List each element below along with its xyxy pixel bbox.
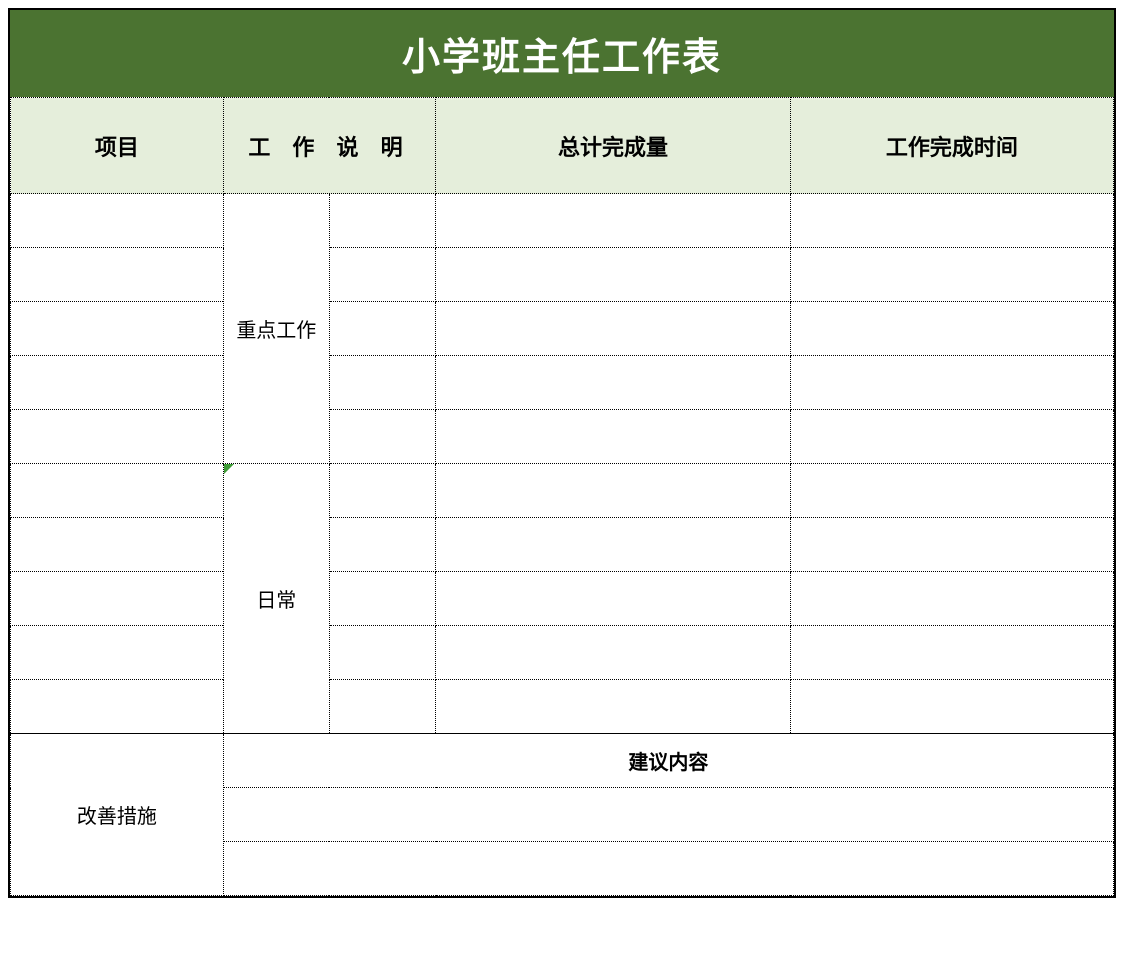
cell-project-9 (11, 626, 224, 680)
cell-time-9 (790, 626, 1113, 680)
worksheet-title: 小学班主任工作表 (10, 10, 1114, 97)
cell-project-1 (11, 194, 224, 248)
header-row: 项目 工 作 说 明 总计完成量 工作完成时间 (11, 98, 1114, 194)
improvement-content-2 (223, 842, 1113, 896)
cell-desc-8 (329, 572, 435, 626)
cell-time-5 (790, 410, 1113, 464)
cell-total-10 (436, 680, 790, 734)
keywork-row-5 (11, 410, 1114, 464)
cell-desc-2 (329, 248, 435, 302)
cell-total-5 (436, 410, 790, 464)
cell-project-3 (11, 302, 224, 356)
header-total: 总计完成量 (436, 98, 790, 194)
daily-row-2 (11, 518, 1114, 572)
cell-project-4 (11, 356, 224, 410)
cell-time-10 (790, 680, 1113, 734)
cell-time-4 (790, 356, 1113, 410)
cell-time-3 (790, 302, 1113, 356)
daily-label: 日常 (223, 464, 329, 734)
improvement-content-1 (223, 788, 1113, 842)
cell-total-8 (436, 572, 790, 626)
cell-time-6 (790, 464, 1113, 518)
worksheet-container: 小学班主任工作表 项目 工 作 说 明 总计完成量 工作完成时间 重点工作 (8, 8, 1116, 898)
daily-row-1: 日常 (11, 464, 1114, 518)
cell-time-8 (790, 572, 1113, 626)
cell-total-6 (436, 464, 790, 518)
cell-total-1 (436, 194, 790, 248)
cell-desc-1 (329, 194, 435, 248)
cell-desc-9 (329, 626, 435, 680)
cell-desc-7 (329, 518, 435, 572)
cell-desc-6 (329, 464, 435, 518)
cell-total-7 (436, 518, 790, 572)
daily-row-4 (11, 626, 1114, 680)
improvement-label: 改善措施 (11, 734, 224, 896)
cell-total-3 (436, 302, 790, 356)
suggestion-header: 建议内容 (223, 734, 1113, 788)
header-time: 工作完成时间 (790, 98, 1113, 194)
worksheet-table: 项目 工 作 说 明 总计完成量 工作完成时间 重点工作 (10, 97, 1114, 896)
keywork-row-1: 重点工作 (11, 194, 1114, 248)
cell-project-2 (11, 248, 224, 302)
cell-desc-4 (329, 356, 435, 410)
cell-time-7 (790, 518, 1113, 572)
cell-project-7 (11, 518, 224, 572)
daily-row-3 (11, 572, 1114, 626)
improvement-header-row: 改善措施 建议内容 (11, 734, 1114, 788)
cell-time-2 (790, 248, 1113, 302)
header-description: 工 作 说 明 (223, 98, 436, 194)
cell-total-2 (436, 248, 790, 302)
cell-project-10 (11, 680, 224, 734)
cell-desc-5 (329, 410, 435, 464)
cell-project-6 (11, 464, 224, 518)
cell-project-5 (11, 410, 224, 464)
header-project: 项目 (11, 98, 224, 194)
keywork-row-4 (11, 356, 1114, 410)
daily-row-5 (11, 680, 1114, 734)
keywork-row-2 (11, 248, 1114, 302)
cell-project-8 (11, 572, 224, 626)
cell-total-4 (436, 356, 790, 410)
cell-total-9 (436, 626, 790, 680)
keywork-label: 重点工作 (223, 194, 329, 464)
cell-desc-3 (329, 302, 435, 356)
cell-desc-10 (329, 680, 435, 734)
cell-time-1 (790, 194, 1113, 248)
keywork-row-3 (11, 302, 1114, 356)
